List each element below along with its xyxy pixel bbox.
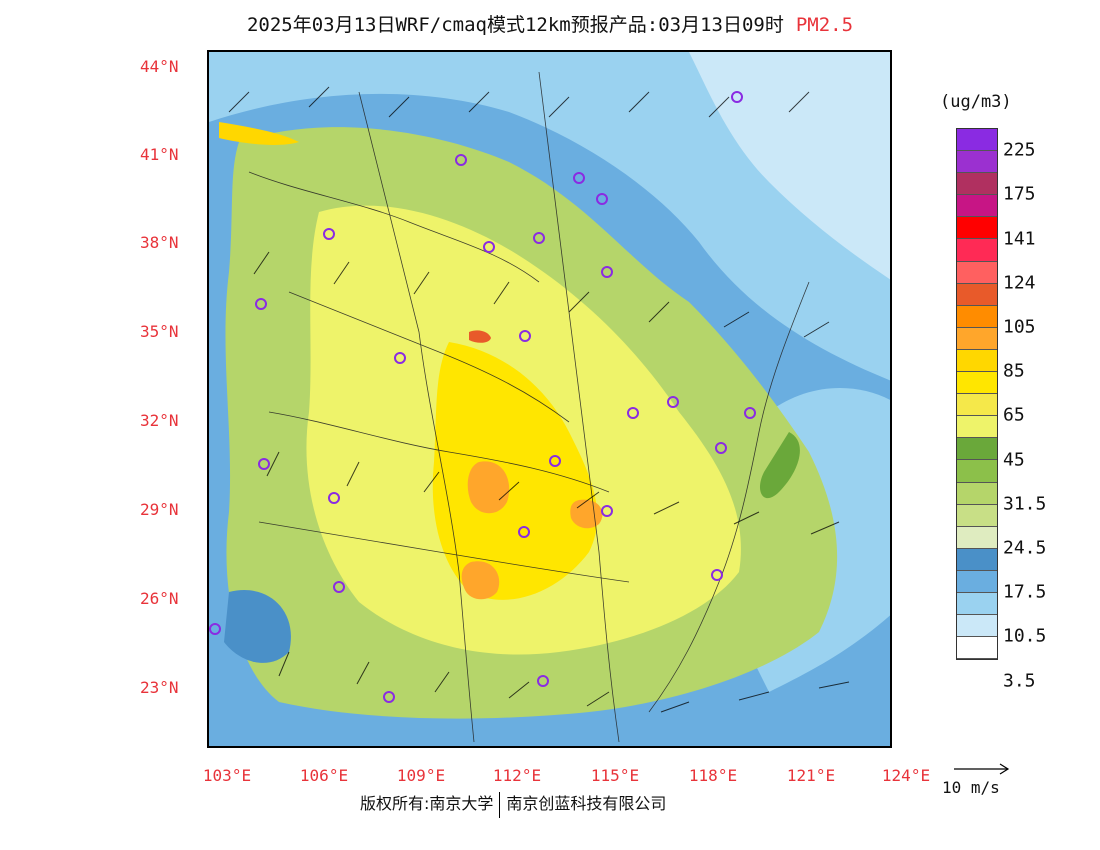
copyright-footer: 版权所有:南京大学 南京创蓝科技有限公司 bbox=[360, 790, 666, 818]
variable-label: PM2.5 bbox=[795, 14, 854, 36]
lon-label-124: 124°E bbox=[881, 766, 931, 785]
footer-separator bbox=[499, 791, 501, 818]
colorbar-label: 141 bbox=[1003, 228, 1036, 249]
colorbar-label: 65 bbox=[1003, 404, 1025, 426]
low-pm-southwest bbox=[224, 590, 291, 663]
colorbar-swatch bbox=[957, 261, 997, 284]
colorbar-swatch bbox=[957, 327, 997, 350]
high-pm-region bbox=[432, 342, 598, 600]
colorbar-swatch bbox=[957, 482, 997, 505]
colorbar-swatch bbox=[957, 173, 997, 196]
footer-left: 版权所有:南京大学 bbox=[360, 794, 494, 813]
colorbar-swatch bbox=[957, 438, 997, 461]
colorbar-swatch bbox=[957, 592, 997, 616]
colorbar bbox=[956, 128, 998, 661]
lon-label-103: 103°E bbox=[202, 766, 252, 785]
lon-label-121: 121°E bbox=[786, 766, 836, 785]
colorbar-swatch bbox=[957, 460, 997, 483]
lat-label-35: 35°N bbox=[140, 322, 179, 341]
colorbar-swatch bbox=[957, 394, 997, 417]
hotspot-2 bbox=[461, 561, 500, 600]
colorbar-label: 31.5 bbox=[1003, 493, 1047, 515]
colorbar-swatch bbox=[957, 372, 997, 395]
lat-label-26: 26°N bbox=[140, 589, 179, 608]
colorbar-swatch bbox=[957, 305, 997, 328]
clean-region-northeast bbox=[689, 52, 890, 280]
colorbar-swatch bbox=[957, 195, 997, 218]
map-svg bbox=[209, 52, 890, 746]
vector-reference-label: 10 m/s bbox=[942, 778, 1000, 797]
lat-label-38: 38°N bbox=[140, 233, 179, 252]
lon-label-106: 106°E bbox=[299, 766, 349, 785]
lon-label-115: 115°E bbox=[590, 766, 640, 785]
colorbar-swatch bbox=[957, 239, 997, 262]
colorbar-swatch bbox=[957, 637, 997, 660]
colorbar-label: 17.5 bbox=[1003, 581, 1047, 603]
colorbar-swatch bbox=[957, 283, 997, 306]
hotspot-4 bbox=[469, 330, 491, 343]
colorbar-label: 175 bbox=[1003, 183, 1036, 205]
colorbar-label: 10.5 bbox=[1003, 625, 1047, 647]
green-patch-east bbox=[759, 432, 800, 499]
footer-right: 南京创蓝科技有限公司 bbox=[506, 794, 667, 813]
colorbar-swatch bbox=[957, 526, 997, 549]
colorbar-label: 105 bbox=[1003, 316, 1036, 338]
colorbar-swatch bbox=[957, 217, 997, 240]
colorbar-swatch bbox=[957, 504, 997, 527]
lat-label-32: 32°N bbox=[140, 411, 179, 430]
hotspot-1 bbox=[467, 461, 510, 514]
title-text: 2025年03月13日WRF/cmaq模式12km预报产品:03月13日09时 bbox=[246, 14, 784, 36]
forecast-map bbox=[207, 50, 892, 748]
lat-label-29: 29°N bbox=[140, 500, 179, 519]
vector-reference: 10 m/s bbox=[942, 762, 1012, 797]
low-pm-region-north bbox=[209, 52, 890, 381]
colorbar-label: 85 bbox=[1003, 360, 1025, 382]
lat-label-44: 44°N bbox=[140, 57, 179, 76]
colorbar-label: 24.5 bbox=[1003, 537, 1047, 559]
colorbar-swatch bbox=[957, 416, 997, 439]
colorbar-label: 124 bbox=[1003, 272, 1036, 294]
colorbar-label: 3.5 bbox=[1003, 670, 1036, 691]
colorbar-label: 225 bbox=[1003, 139, 1036, 161]
vector-arrow-icon bbox=[954, 763, 1010, 775]
lon-label-112: 112°E bbox=[492, 766, 542, 785]
chart-title: 2025年03月13日WRF/cmaq模式12km预报产品:03月13日09时 P… bbox=[0, 10, 1100, 37]
colorbar-swatch bbox=[957, 151, 997, 174]
lat-label-41: 41°N bbox=[140, 145, 179, 164]
hotspot-north-west bbox=[219, 122, 299, 145]
colorbar-swatch bbox=[957, 615, 997, 638]
colorbar-unit: (ug/m3) bbox=[940, 92, 1012, 112]
colorbar-label: 45 bbox=[1003, 449, 1025, 470]
colorbar-swatch bbox=[957, 349, 997, 373]
wind-vectors bbox=[228, 86, 850, 713]
lat-label-23: 23°N bbox=[140, 678, 179, 697]
colorbar-swatch bbox=[957, 548, 997, 571]
city-markers bbox=[209, 91, 756, 703]
lon-label-118: 118°E bbox=[688, 766, 738, 785]
lon-label-109: 109°E bbox=[396, 766, 446, 785]
colorbar-swatch bbox=[957, 570, 997, 593]
colorbar-swatch bbox=[957, 129, 997, 152]
boundary-lines bbox=[248, 71, 810, 743]
